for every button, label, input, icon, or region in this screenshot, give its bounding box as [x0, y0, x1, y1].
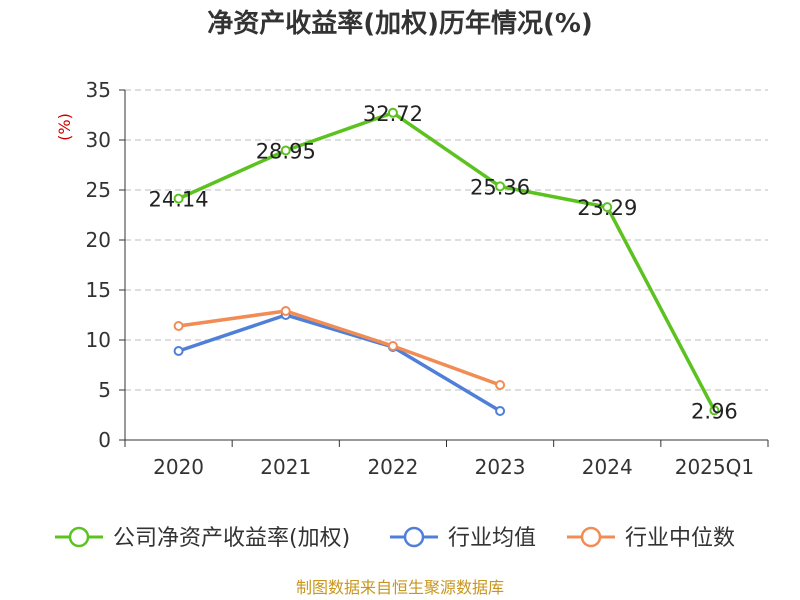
y-axis-unit: (%) — [55, 113, 74, 141]
legend-item-0[interactable]: 公司净资产收益率(加权) — [55, 526, 350, 551]
data-point[interactable] — [709, 405, 720, 416]
data-point[interactable] — [602, 202, 613, 213]
series-line-0 — [177, 111, 716, 412]
legend-marker — [403, 526, 425, 548]
data-point[interactable] — [387, 341, 398, 351]
series-lines — [173, 107, 720, 416]
data-point[interactable] — [387, 107, 398, 118]
y-tick-label: 30 — [86, 128, 111, 152]
data-point[interactable] — [280, 145, 291, 156]
legend[interactable]: 公司净资产收益率(加权) 行业均值 行业中位数 — [55, 526, 735, 551]
data-point[interactable] — [280, 306, 291, 316]
data-labels: 24.14 28.95 32.72 25.36 23.29 2.96 — [149, 102, 738, 424]
data-label: 24.14 — [149, 188, 209, 212]
source-footer: 制图数据来自恒生聚源数据库 — [296, 578, 504, 597]
x-tick-label: 2024 — [582, 455, 633, 479]
chart-title: 净资产收益率(加权)历年情况(%) — [207, 8, 593, 39]
legend-item-2[interactable]: 行业中位数 — [567, 526, 735, 551]
legend-label: 公司净资产收益率(加权) — [113, 526, 350, 551]
legend-label: 行业中位数 — [625, 526, 735, 551]
legend-label: 行业均值 — [448, 526, 536, 551]
y-tick-label: 25 — [86, 178, 111, 202]
x-tick-label: 2020 — [153, 455, 204, 479]
data-point[interactable] — [495, 406, 506, 416]
legend-marker — [580, 526, 602, 548]
data-point[interactable] — [173, 346, 184, 356]
data-point[interactable] — [495, 181, 506, 192]
data-label: 2.96 — [691, 399, 738, 423]
axes: 0 5 10 15 20 25 30 35 2020 2021 2022 2023 2024 2025Q1 — [86, 78, 769, 479]
data-label: 25.36 — [470, 175, 530, 199]
series-line-1 — [178, 313, 501, 413]
data-label: 28.95 — [256, 140, 316, 164]
y-tick-label: 20 — [86, 228, 111, 252]
data-point[interactable] — [495, 380, 506, 390]
x-tick-label: 2023 — [475, 455, 526, 479]
data-point[interactable] — [173, 193, 184, 204]
y-tick-label: 35 — [86, 78, 111, 102]
x-tick-label: 2025Q1 — [675, 455, 754, 479]
y-tick-label: 10 — [86, 328, 111, 352]
y-tick-label: 0 — [98, 428, 111, 452]
data-label: 32.72 — [363, 102, 423, 126]
y-tick-label: 15 — [86, 278, 111, 302]
x-tick-label: 2022 — [367, 455, 418, 479]
legend-item-1[interactable]: 行业均值 — [390, 526, 536, 551]
series-line-2 — [178, 309, 501, 387]
legend-marker — [68, 526, 90, 548]
y-tick-label: 5 — [98, 378, 111, 402]
gridlines — [125, 89, 768, 391]
data-label: 23.29 — [577, 196, 637, 220]
data-point[interactable] — [173, 321, 184, 331]
x-tick-label: 2021 — [260, 455, 311, 479]
